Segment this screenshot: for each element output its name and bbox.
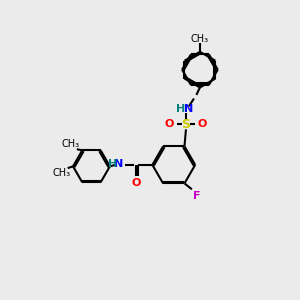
Text: O: O (131, 178, 141, 188)
Text: H: H (108, 159, 118, 169)
Text: O: O (198, 119, 207, 129)
Text: CH₃: CH₃ (61, 140, 80, 149)
Text: CH₃: CH₃ (191, 34, 209, 44)
Text: S: S (182, 118, 190, 130)
Text: F: F (193, 191, 200, 201)
Text: CH₃: CH₃ (52, 168, 70, 178)
Text: O: O (165, 119, 174, 129)
Text: N: N (184, 104, 193, 114)
Text: H: H (176, 104, 185, 114)
Text: N: N (114, 159, 123, 169)
